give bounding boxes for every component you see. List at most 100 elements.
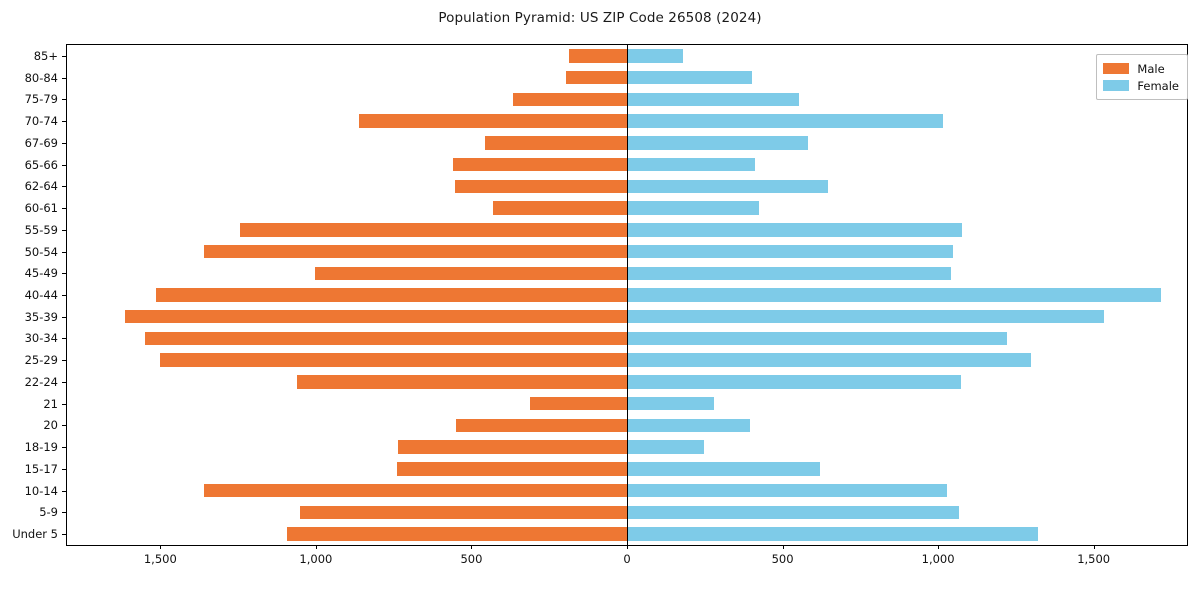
y-axis-tick-label: 40-44	[24, 288, 58, 302]
x-axis-tick-label: 0	[623, 552, 631, 566]
y-axis-tick-mark	[62, 77, 66, 79]
bar-row	[67, 505, 1187, 520]
x-axis-tick-mark	[160, 545, 162, 549]
bar-female	[627, 396, 715, 411]
bar-row	[67, 483, 1187, 498]
bar-row	[67, 266, 1187, 280]
x-axis-tick-mark	[938, 545, 940, 549]
x-axis-tick-mark	[1093, 545, 1095, 549]
bar-male	[286, 527, 627, 541]
bar-female	[627, 440, 705, 454]
y-axis-tick-label: 80-84	[24, 70, 58, 85]
y-axis-tick-mark	[62, 164, 66, 166]
legend-color-swatch	[1103, 80, 1130, 91]
bar-row	[67, 70, 1187, 85]
y-axis-tick-mark	[62, 273, 66, 275]
y-axis-tick-mark	[62, 534, 66, 536]
y-axis-tick-mark	[62, 338, 66, 340]
legend-item[interactable]: Male	[1103, 60, 1179, 77]
bar-male	[452, 157, 627, 172]
y-axis-tick-label: 65-66	[24, 157, 58, 172]
y-axis-tick-label: 10-14	[24, 483, 58, 498]
y-axis-tick-mark	[62, 425, 66, 427]
bar-male	[156, 288, 627, 302]
x-axis-tick-label: 500	[771, 552, 794, 566]
y-axis-tick-mark	[62, 381, 66, 383]
legend-item[interactable]: Female	[1103, 77, 1179, 94]
bar-female	[627, 288, 1162, 302]
y-axis-tick-mark	[62, 99, 66, 101]
y-axis-tick-mark	[62, 121, 66, 123]
y-axis-tick-mark	[62, 208, 66, 210]
legend-label: Male	[1137, 61, 1165, 76]
plot-inner	[67, 45, 1187, 545]
y-axis-tick-mark	[62, 468, 66, 470]
bar-male	[513, 92, 627, 107]
x-axis-tick-label: 1,000	[921, 552, 955, 566]
x-axis-tick-label: 500	[460, 552, 483, 566]
bar-male	[160, 353, 627, 367]
bar-male	[145, 331, 627, 346]
x-axis-tick-mark	[627, 545, 628, 549]
bar-row	[67, 331, 1187, 346]
plot-area	[66, 44, 1188, 546]
bar-row	[67, 49, 1187, 63]
y-axis-tick-label: 67-69	[24, 135, 58, 150]
y-axis-tick-label: 62-64	[24, 179, 58, 194]
bar-female	[627, 92, 800, 107]
y-axis-tick-label: 50-54	[24, 244, 58, 259]
bar-female	[627, 310, 1104, 324]
bar-male	[493, 201, 627, 215]
bar-female	[627, 49, 683, 63]
y-axis-tick-mark	[62, 512, 66, 514]
bar-female	[627, 418, 751, 433]
bar-male	[358, 114, 627, 128]
bar-male	[297, 375, 627, 389]
bar-female	[627, 375, 962, 389]
bar-male	[396, 462, 627, 476]
y-axis-tick-label: 35-39	[24, 309, 58, 324]
y-axis-tick-label: 75-79	[24, 92, 58, 107]
bar-female	[627, 462, 820, 476]
bar-row	[67, 375, 1187, 389]
y-axis-tick-mark	[62, 490, 66, 492]
y-axis-tick-label: 30-34	[24, 331, 58, 346]
y-axis-tick-label: 85+	[33, 48, 58, 63]
y-axis-tick-label: 22-24	[24, 374, 58, 389]
y-axis-tick-label: 70-74	[24, 114, 58, 129]
bar-female	[627, 244, 954, 259]
bar-female	[627, 505, 960, 520]
bar-male	[299, 505, 627, 520]
zero-axis-line	[627, 45, 628, 545]
bar-female	[627, 179, 828, 194]
bar-male	[529, 396, 627, 411]
bar-row	[67, 310, 1187, 324]
y-axis-tick-label: 55-59	[24, 222, 58, 237]
bar-row	[67, 288, 1187, 302]
bar-row	[67, 201, 1187, 215]
bar-row	[67, 440, 1187, 454]
bar-female	[627, 157, 756, 172]
bar-row	[67, 418, 1187, 433]
legend-color-swatch	[1103, 63, 1130, 74]
bar-female	[627, 527, 1038, 541]
bar-female	[627, 483, 948, 498]
y-axis-tick-label: Under 5	[12, 527, 58, 542]
chart-legend: Male Female	[1096, 54, 1188, 100]
y-axis-tick-mark	[62, 55, 66, 57]
chart-title: Population Pyramid: US ZIP Code 26508 (2…	[438, 10, 762, 26]
y-axis-tick-label: 15-17	[24, 461, 58, 476]
bar-female	[627, 353, 1032, 367]
bar-row	[67, 136, 1187, 150]
x-axis-tick-mark	[471, 545, 473, 549]
bar-row	[67, 179, 1187, 194]
bar-male	[397, 440, 627, 454]
x-axis-tick-mark	[315, 545, 317, 549]
x-axis-tick-label: 1,500	[143, 552, 177, 566]
y-axis-tick-label: 25-29	[24, 353, 58, 368]
x-axis-tick-mark	[782, 545, 784, 549]
bar-row	[67, 223, 1187, 237]
bar-male	[455, 179, 627, 194]
x-axis-tick-label: 1,000	[299, 552, 333, 566]
y-axis-tick-mark	[62, 229, 66, 231]
